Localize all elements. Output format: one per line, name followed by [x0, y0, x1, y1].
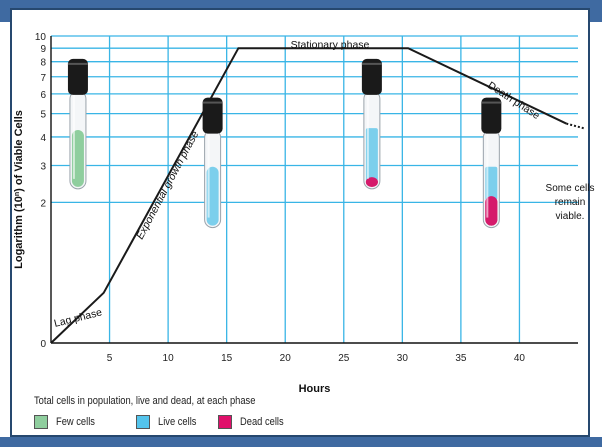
- annotation-line: viable.: [556, 211, 585, 222]
- x-tick-label: 30: [397, 353, 409, 364]
- phase-label-lag: Lag phase: [53, 306, 104, 330]
- test-tube-1-highlight: [72, 94, 75, 179]
- test-tube-2-highlight: [207, 133, 210, 218]
- y-tick-label: 2: [40, 198, 46, 209]
- test-tube-3-cap-ridge: [361, 62, 382, 65]
- test-tube-3-highlight: [366, 94, 369, 179]
- phase-label-stationary: Stationary phase: [291, 39, 370, 51]
- bottom-banner: [0, 437, 602, 447]
- x-tick-label: 5: [107, 353, 113, 364]
- y-tick-label: 10: [35, 32, 47, 43]
- test-tube-3-cap: [361, 58, 382, 95]
- y-tick-label: 9: [40, 44, 46, 55]
- legend-swatch-dead-cells: [218, 415, 232, 429]
- legend-swatch-live-cells: [136, 415, 150, 429]
- x-tick-label: 40: [514, 353, 526, 364]
- legend-item-few-cells: Few cells: [34, 414, 102, 430]
- test-tube-1-cap-ridge: [67, 62, 88, 65]
- test-tube-2-cap: [202, 97, 223, 134]
- x-tick-label: 20: [280, 353, 292, 364]
- annotation-line: Some cells: [546, 183, 595, 194]
- x-axis-title: Hours: [299, 383, 331, 395]
- x-tick-label: 25: [338, 353, 350, 364]
- test-tube-4-highlight: [486, 133, 489, 218]
- test-tube-4-cap: [481, 97, 502, 134]
- test-tube-4-cap-ridge: [481, 101, 502, 104]
- test-tube-1-cap: [67, 58, 88, 95]
- y-axis-title: Logarithm (10n) of Viable Cells: [13, 110, 25, 269]
- y-tick-label: 4: [40, 133, 46, 144]
- y-tick-label: 5: [40, 110, 46, 121]
- x-tick-label: 35: [455, 353, 467, 364]
- growth-curve-line: [50, 47, 567, 344]
- legend-item-live-cells: Live cells: [136, 414, 203, 430]
- legend-caption: Total cells in population, live and dead…: [34, 395, 256, 407]
- y-tick-label: 3: [40, 162, 46, 173]
- test-tube-3-dead-cells-cap: [365, 177, 378, 187]
- legend-label-dead-cells: Dead cells: [240, 416, 284, 428]
- legend-label-live-cells: Live cells: [158, 416, 197, 428]
- growth-curve-dotted-tail: [566, 122, 585, 130]
- legend-swatch-few-cells: [34, 415, 48, 429]
- y-tick-label: 6: [40, 90, 46, 101]
- test-tube-2-cap-ridge: [202, 101, 223, 104]
- y-tick-label: 0: [40, 339, 46, 350]
- y-tick-label: 7: [40, 73, 46, 84]
- annotation-line: remain: [555, 197, 586, 208]
- legend-label-few-cells: Few cells: [56, 416, 95, 428]
- y-tick-label: 8: [40, 58, 46, 69]
- x-tick-label: 10: [163, 353, 175, 364]
- legend-item-dead-cells: Dead cells: [218, 414, 291, 430]
- x-tick-label: 15: [221, 353, 233, 364]
